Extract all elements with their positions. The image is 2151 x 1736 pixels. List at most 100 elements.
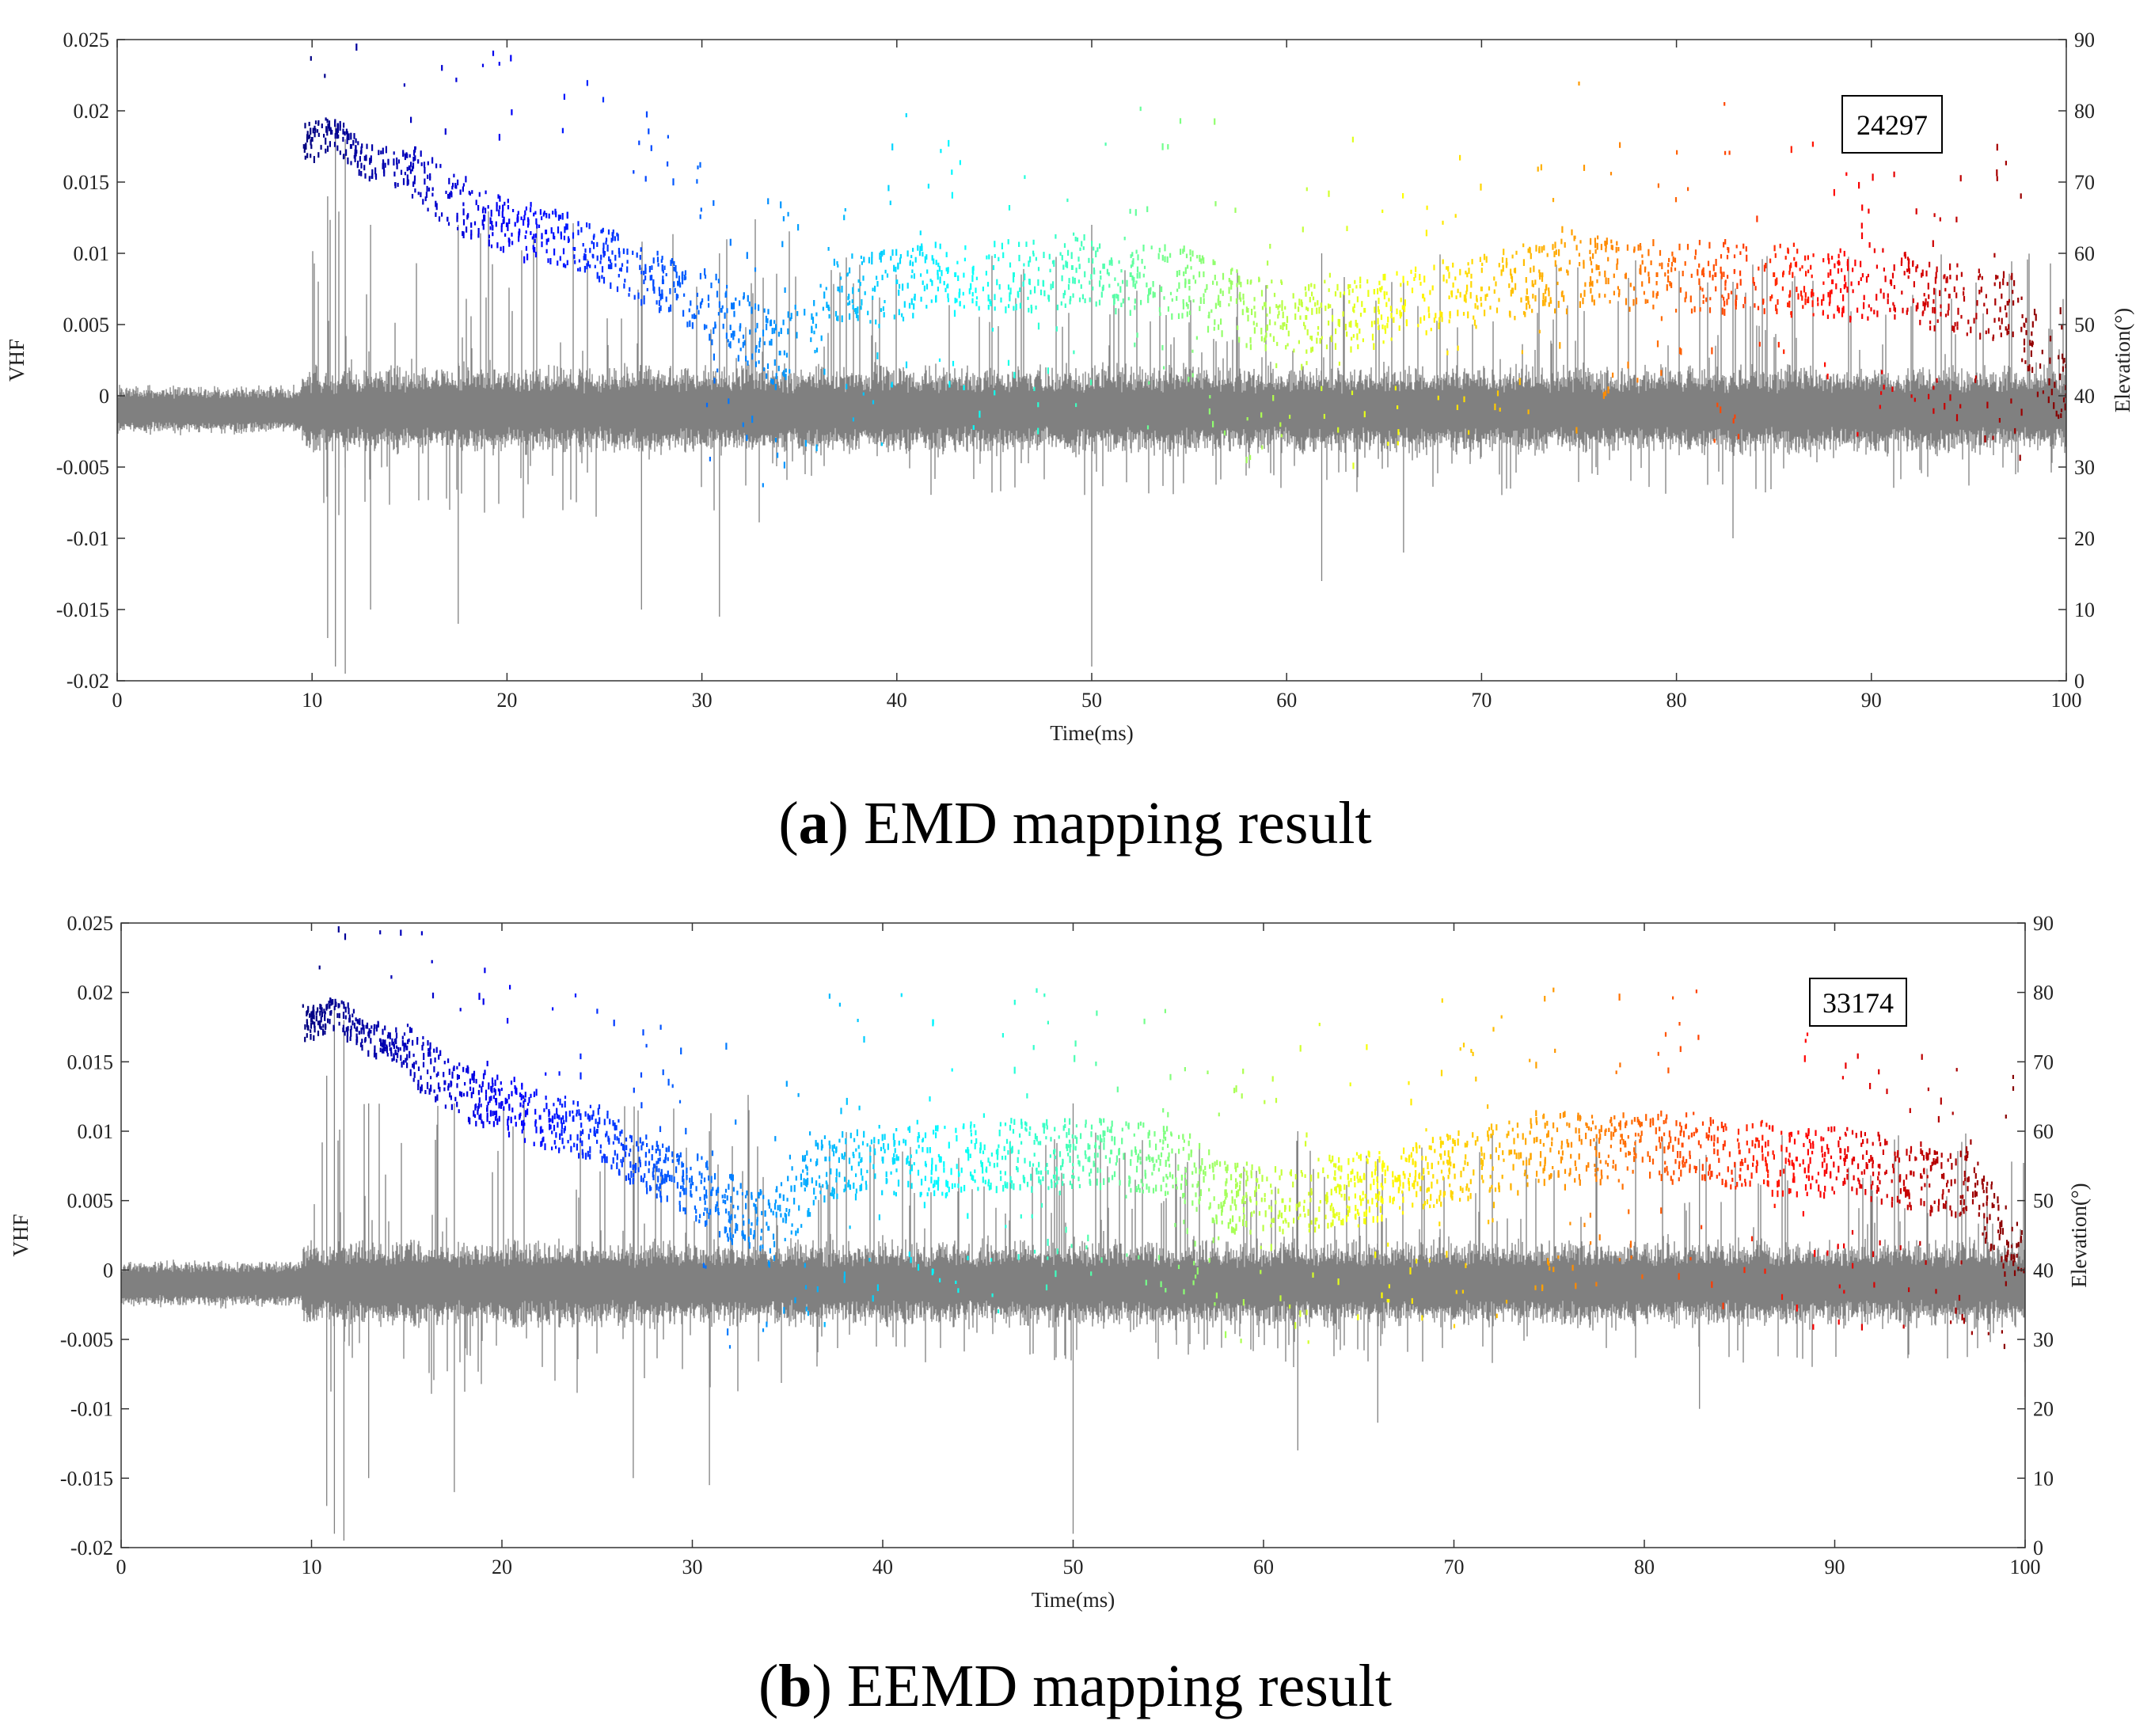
scatter-point bbox=[2016, 1243, 2018, 1248]
scatter-point bbox=[1857, 280, 1860, 286]
scatter-point bbox=[980, 1160, 982, 1164]
scatter-point bbox=[1957, 307, 1959, 315]
scatter-point bbox=[1533, 265, 1535, 272]
scatter-point bbox=[1837, 1165, 1840, 1173]
scatter-point bbox=[651, 265, 653, 271]
scatter-point bbox=[1167, 1143, 1169, 1149]
scatter-point bbox=[1237, 325, 1239, 330]
scatter-point bbox=[1371, 333, 1374, 341]
scatter-point bbox=[944, 1126, 946, 1130]
scatter-point bbox=[500, 225, 503, 233]
scatter-point bbox=[1795, 261, 1798, 268]
scatter-point bbox=[1103, 1118, 1105, 1123]
scatter-point bbox=[852, 1152, 854, 1157]
scatter-point bbox=[1899, 1245, 1902, 1251]
scatter-point bbox=[945, 267, 948, 272]
scatter-point bbox=[564, 1126, 566, 1131]
scatter-point bbox=[1687, 187, 1689, 192]
scatter-point bbox=[1344, 324, 1347, 331]
scatter-point bbox=[1359, 313, 1362, 317]
scatter-point bbox=[1936, 1157, 1939, 1164]
scatter-point bbox=[667, 161, 669, 167]
scatter-point bbox=[1035, 256, 1037, 261]
scatter-point bbox=[460, 1092, 463, 1098]
scatter-point bbox=[860, 255, 862, 259]
scatter-point bbox=[429, 176, 431, 181]
scatter-point bbox=[1583, 260, 1585, 265]
scatter-point bbox=[307, 1005, 310, 1013]
scatter-point bbox=[1927, 301, 1929, 308]
scatter-point bbox=[742, 334, 745, 339]
scatter-point bbox=[1305, 1309, 1308, 1316]
scatter-point bbox=[1833, 1191, 1835, 1195]
scatter-point bbox=[1868, 208, 1870, 214]
scatter-point bbox=[1860, 222, 1863, 229]
scatter-point bbox=[710, 1176, 713, 1183]
scatter-point bbox=[1521, 350, 1523, 355]
scatter-point bbox=[563, 93, 565, 101]
scatter-point bbox=[561, 1123, 563, 1130]
scatter-point bbox=[1873, 310, 1875, 315]
scatter-point bbox=[1427, 1171, 1430, 1175]
scatter-point bbox=[1523, 1172, 1526, 1176]
scatter-point bbox=[1284, 1217, 1286, 1222]
scatter-point bbox=[1164, 244, 1166, 252]
scatter-point bbox=[935, 1179, 937, 1185]
scatter-point bbox=[1004, 1181, 1006, 1186]
scatter-point bbox=[898, 309, 900, 316]
scatter-point bbox=[386, 1046, 388, 1054]
scatter-point bbox=[1010, 1183, 1013, 1189]
scatter-point bbox=[748, 301, 751, 306]
scatter-point bbox=[422, 1042, 424, 1047]
scatter-point bbox=[921, 1179, 923, 1186]
scatter-point bbox=[386, 25, 387, 31]
scatter-point bbox=[2049, 357, 2051, 364]
scatter-point bbox=[1356, 322, 1359, 329]
scatter-point bbox=[1590, 276, 1592, 282]
scatter-point bbox=[1113, 1138, 1116, 1145]
scatter-point bbox=[1610, 1131, 1613, 1138]
scatter-point bbox=[450, 190, 452, 196]
scatter-point bbox=[1476, 1136, 1479, 1142]
scatter-point bbox=[1180, 1174, 1183, 1181]
scatter-point bbox=[1811, 300, 1814, 307]
scatter-point bbox=[1567, 270, 1569, 276]
scatter-point bbox=[887, 1143, 889, 1150]
scatter-point bbox=[1589, 282, 1591, 287]
scatter-point bbox=[1744, 1157, 1746, 1164]
scatter-point bbox=[1495, 1124, 1498, 1131]
scatter-point bbox=[1863, 294, 1865, 301]
scatter-point bbox=[2062, 359, 2065, 364]
scatter-point bbox=[1993, 282, 1996, 287]
scatter-point bbox=[1125, 1121, 1127, 1126]
scatter-point bbox=[2010, 1244, 2013, 1248]
scatter-point bbox=[1241, 1199, 1244, 1204]
scatter-point bbox=[1401, 1210, 1404, 1215]
scatter-point bbox=[1937, 1115, 1940, 1123]
scatter-point bbox=[1270, 1244, 1272, 1252]
scatter-point bbox=[358, 169, 360, 177]
scatter-point bbox=[1199, 1196, 1201, 1201]
scatter-point bbox=[316, 129, 319, 133]
scatter-point bbox=[1641, 254, 1644, 258]
scatter-point bbox=[1987, 1331, 1989, 1335]
scatter-point bbox=[1920, 1141, 1922, 1147]
scatter-point bbox=[1923, 1201, 1925, 1206]
scatter-point bbox=[815, 1196, 817, 1200]
scatter-point bbox=[1893, 171, 1895, 177]
scatter-point bbox=[433, 1048, 435, 1053]
scatter-point bbox=[1251, 1211, 1253, 1217]
scatter-point bbox=[684, 1207, 686, 1215]
scatter-point bbox=[1294, 302, 1297, 310]
scatter-point bbox=[823, 368, 826, 375]
scatter-point bbox=[380, 1039, 382, 1047]
scatter-point bbox=[1723, 309, 1726, 316]
scatter-point bbox=[1246, 1175, 1248, 1182]
scatter-point bbox=[1189, 1133, 1191, 1139]
scatter-point bbox=[1995, 275, 1997, 280]
scatter-point bbox=[1284, 1205, 1286, 1210]
scatter-point bbox=[1546, 1120, 1549, 1126]
scatter-point bbox=[954, 298, 956, 304]
scatter-point bbox=[1001, 1033, 1004, 1038]
scatter-point bbox=[1620, 1134, 1622, 1138]
